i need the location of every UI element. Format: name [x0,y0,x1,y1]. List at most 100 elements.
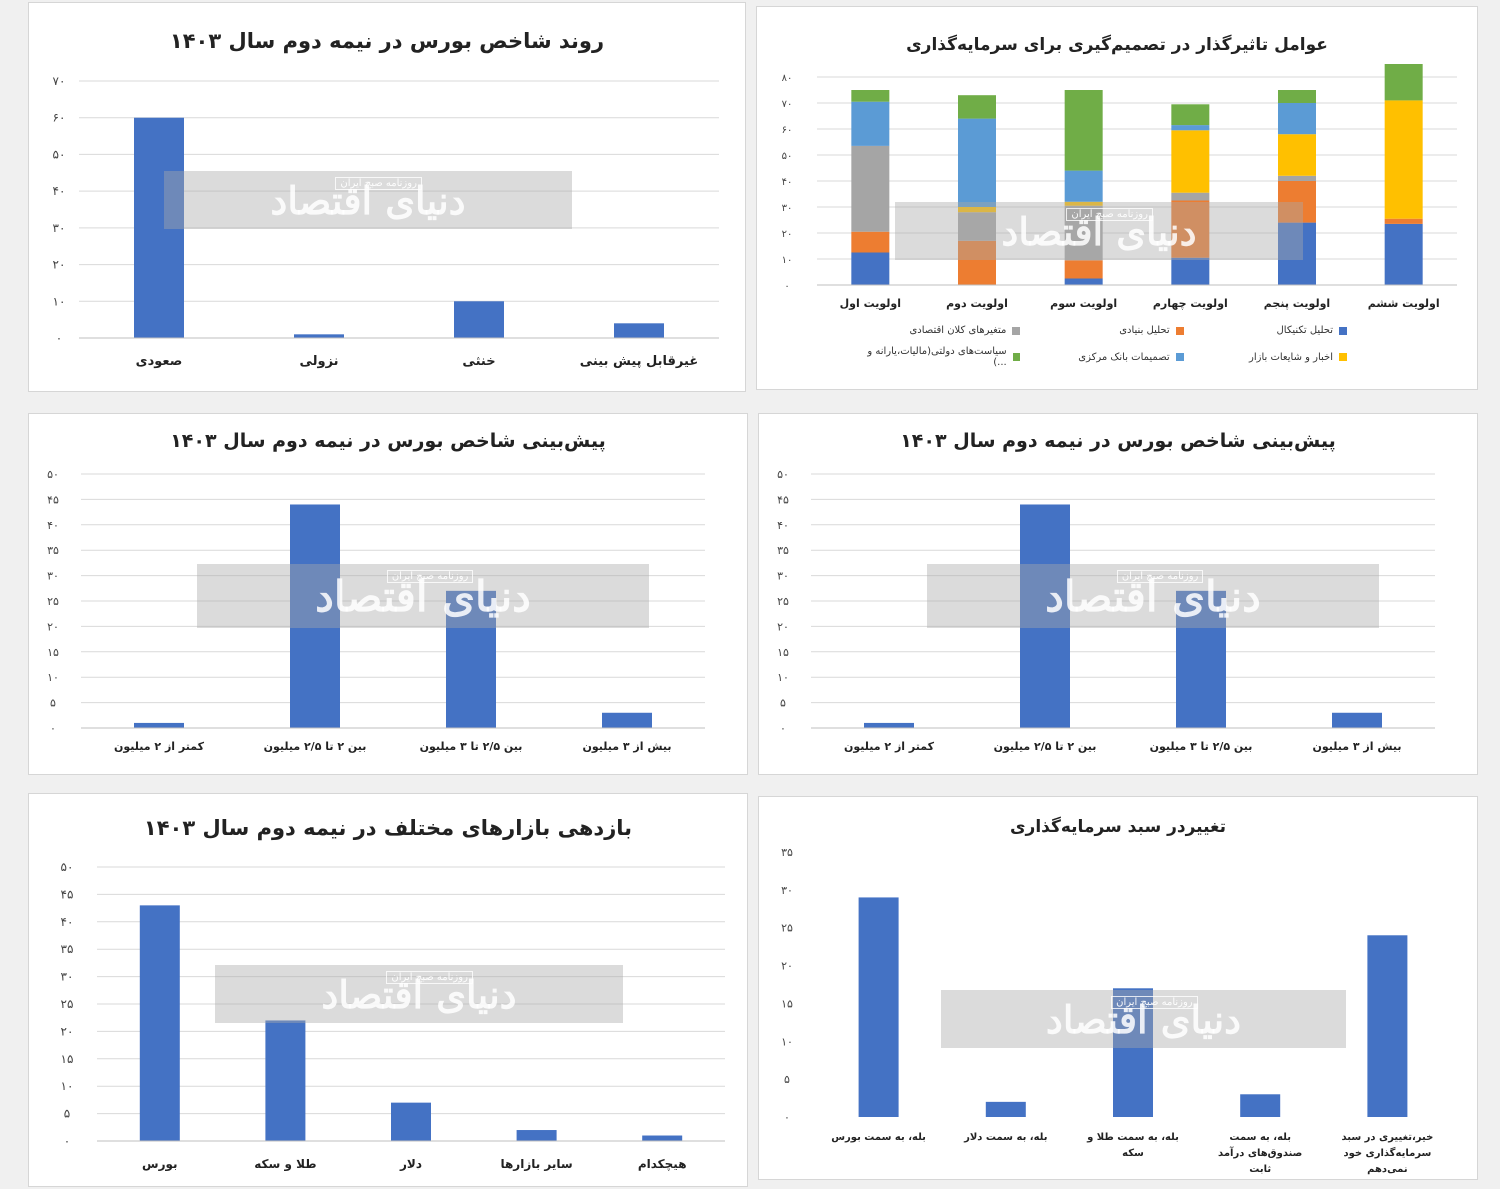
x-category-label-line: سرمایه‌گذاری خود [1343,1146,1431,1159]
y-tick-label: ۶۰ [53,111,66,125]
chart-panel-index-forecast-right: پیش‌بینی شاخص بورس در نیمه دوم سال ۱۴۰۳ … [758,413,1478,775]
x-category-label-line: بین ۲/۵ تا ۳ میلیون [1150,740,1253,753]
x-category-label-line: بله، به سمت دلار [963,1132,1047,1143]
x-category-label-line: اولویت پنجم [1264,297,1330,310]
bar [134,722,184,728]
bar-segment [958,240,996,285]
bar-segment [958,118,996,207]
y-tick-label: ۷۰ [782,99,793,110]
watermark-subtext: روزنامه صبح ایران [1111,996,1198,1009]
y-tick-label: ۸۰ [782,73,793,84]
watermark-text: دنیای اقتصاد [321,971,517,1017]
y-tick-label: ۴۵ [47,493,59,506]
watermark-subtext: روزنامه صبح ایران [386,971,473,984]
y-tick-label: ۳۵ [47,544,59,557]
x-category-label-line: بین ۲ تا ۲/۵ میلیون [994,740,1097,753]
x-category-label: اولویت اول [840,297,901,310]
y-tick-label: ۲۵ [61,997,74,1011]
x-category-label-line: بین ۲ تا ۲/۵ میلیون [264,740,367,753]
bar-segment [1384,100,1423,219]
x-category-label-line: اولویت اول [840,297,901,310]
y-tick-label: ۱۰ [47,671,59,684]
y-tick-label: ۱۵ [61,1052,74,1066]
x-category-label: بله، به سمت بورس [831,1132,926,1143]
y-tick-label: ۵۰ [782,151,793,162]
chart-title: عوامل تاثیرگذار در تصمیم‌گیری برای سرمای… [906,35,1328,55]
x-category-label-line: کمتر از ۲ میلیون [114,740,205,753]
y-tick-label: ۲۰ [61,1024,74,1038]
y-tick-label: ۳۰ [781,884,793,897]
y-tick-label: ۵ [64,1107,70,1121]
watermark-logo: دنیای اقتصاد روزنامه صبح ایران [927,564,1379,628]
x-category-label-line: دلار [399,1157,422,1171]
y-tick-label: ۴۰ [777,519,789,532]
y-tick-label: ۳۵ [781,846,793,859]
chart-panel-investment-factors: عوامل تاثیرگذار در تصمیم‌گیری برای سرمای… [756,6,1478,390]
x-category-label-line: صعودی [136,354,183,369]
y-tick-label: ۴۰ [61,915,74,929]
bar [858,897,899,1117]
bar-chart-portfolio-change: ۰ ۵ ۱۰ ۱۵ ۲۰ ۲۵ ۳۰ ۳۵ بله، به سمت بورس بله، به سم… [781,846,1433,1175]
y-tick-label: ۳۰ [53,221,66,235]
x-category-label: اولویت ششم [1368,297,1440,310]
y-tick-label: ۱۰ [781,1035,793,1048]
bar-segment [1384,218,1423,224]
x-category-label: اولویت پنجم [1264,297,1330,310]
chart-title: پیش‌بینی شاخص بورس در نیمه دوم سال ۱۴۰۳ [170,430,606,452]
x-category-label-line: اولویت دوم [946,297,1008,310]
watermark-logo: دنیای اقتصاد روزنامه صبح ایران [215,965,623,1023]
bar [1176,590,1226,728]
bar-segment [1064,260,1103,279]
watermark-text: دنیای اقتصاد [1045,571,1261,621]
y-tick-label: ۲۰ [777,620,789,633]
chart-panel-index-forecast-left: پیش‌بینی شاخص بورس در نیمه دوم سال ۱۴۰۳ … [28,413,748,775]
x-category-label: صعودی [136,354,183,369]
watermark-subtext: روزنامه صبح ایران [386,570,474,583]
legend-item: سیاست‌های دولتی(مالیات،یارانه و ...) [857,346,1021,368]
bar [1332,712,1382,728]
x-category-label-line: هیچکدام [638,1157,687,1172]
y-tick-label: ۳۰ [777,570,789,583]
x-category-label-line: اولویت سوم [1050,297,1117,310]
y-tick-label: ۵ [50,697,56,710]
bar-segment [1171,125,1210,131]
bar [134,117,184,338]
legend-label: سیاست‌های دولتی(مالیات،یارانه و ...) [867,346,1007,368]
legend-swatch [1339,326,1347,335]
y-tick-label: ۲۵ [47,595,59,608]
y-tick-label: ۵۰ [777,468,789,481]
chart-legend: تحلیل تکنیکال تحلیل بنیادی متغیرهای کلان… [857,325,1347,368]
bar-segment [1064,205,1103,261]
bar-segment [1171,257,1210,285]
bar-segment [1278,103,1316,135]
x-category-label: بورس [142,1157,178,1172]
bar-segment [1064,90,1103,171]
watermark-subtext: روزنامه صبح ایران [1066,208,1153,221]
y-tick-label: ۲۵ [777,595,789,608]
x-category-label-line: نمی‌دهم [1367,1164,1407,1175]
watermark-text: دنیای اقتصاد [1045,996,1242,1042]
bar [265,1020,306,1141]
x-category-label-line: غیرقابل پیش بینی [580,354,698,369]
bar-segment [1278,181,1316,223]
x-category-label-line: بله، به سمت [1229,1132,1291,1143]
chart-title: تغییردر سبد سرمایه‌گذاری [1009,817,1227,837]
watermark-logo: دنیای اقتصاد روزنامه صبح ایران [197,564,649,628]
bar-segment [851,101,890,146]
chart-title: پیش‌بینی شاخص بورس در نیمه دوم سال ۱۴۰۳ [900,430,1336,452]
bar-segment [851,145,890,232]
watermark-subtext: روزنامه صبح ایران [335,177,422,190]
bar [290,504,340,728]
bar [642,1135,683,1141]
bar [1367,935,1408,1117]
x-category-label: نزولی [299,354,338,369]
y-tick-label: ۴۰ [53,184,66,198]
x-category-label-line: طلا و سکه [254,1157,316,1172]
x-category-label-line: بیش از ۳ میلیون [582,740,671,753]
y-tick-label: ۰ [784,1111,790,1124]
bar-segment [1278,90,1316,103]
watermark-text: دنیای اقتصاد [315,571,531,621]
watermark-text: دنیای اقتصاد [1001,208,1197,254]
y-tick-label: ۶۰ [782,125,793,136]
x-category-label: اولویت دوم [946,297,1008,310]
